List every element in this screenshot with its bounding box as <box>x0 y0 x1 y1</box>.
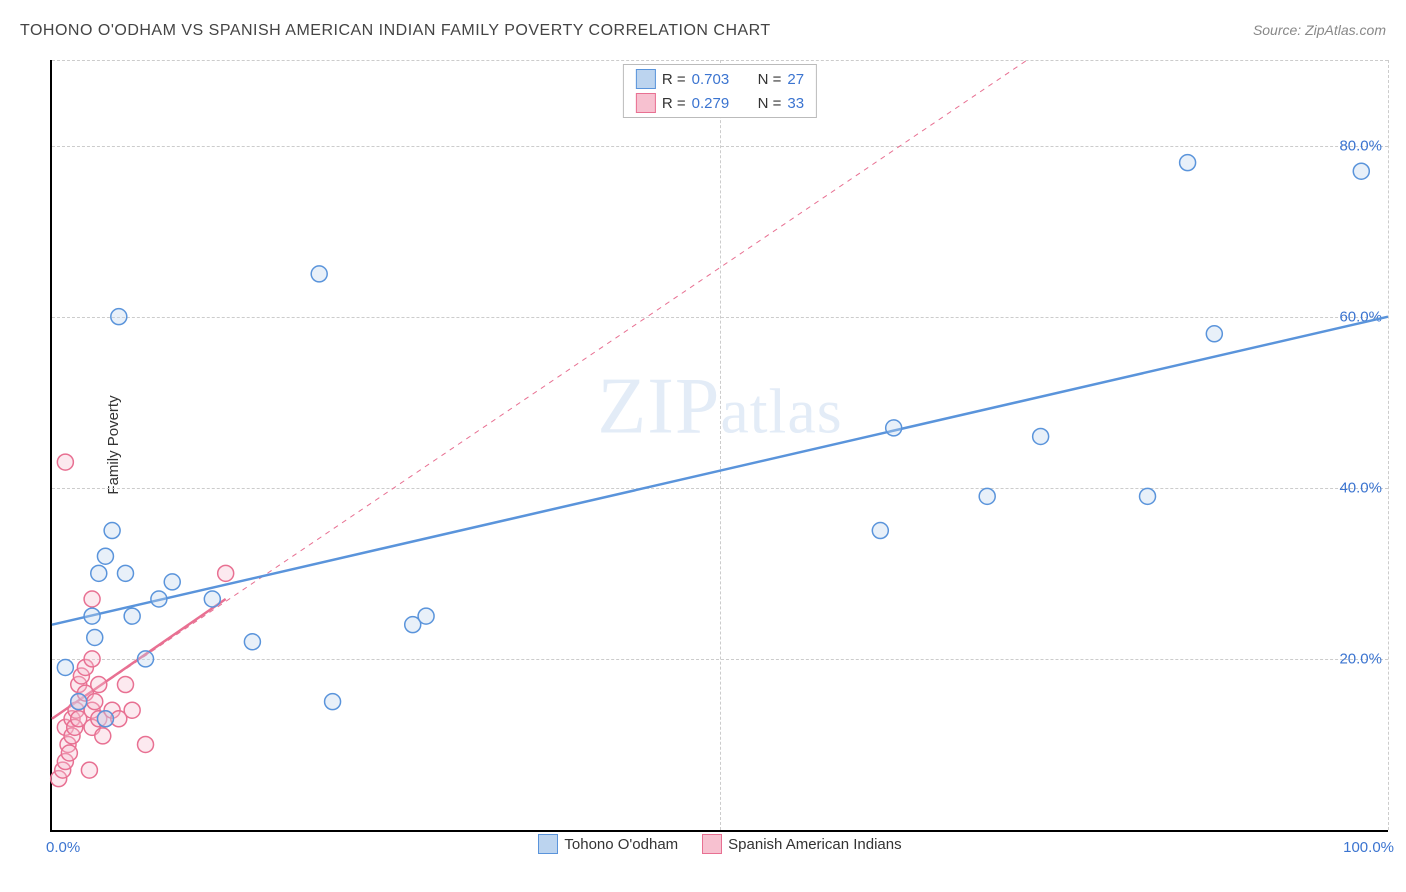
data-point <box>91 565 107 581</box>
series-legend: Tohono O'odham Spanish American Indians <box>52 834 1388 858</box>
data-point <box>95 728 111 744</box>
data-point <box>124 608 140 624</box>
legend-series-name: Spanish American Indians <box>728 836 901 853</box>
source-name: ZipAtlas.com <box>1305 22 1386 38</box>
legend-r-label: R = <box>662 95 686 112</box>
data-point <box>1033 428 1049 444</box>
data-point <box>117 677 133 693</box>
source-attribution: Source: ZipAtlas.com <box>1253 22 1386 38</box>
data-point <box>124 702 140 718</box>
data-point <box>325 694 341 710</box>
data-point <box>81 762 97 778</box>
data-point <box>91 677 107 693</box>
data-point <box>164 574 180 590</box>
legend-n-value: 33 <box>787 95 804 112</box>
gridline-v <box>1388 60 1389 830</box>
legend-r-value: 0.279 <box>692 95 744 112</box>
data-point <box>97 548 113 564</box>
data-point <box>872 523 888 539</box>
data-point <box>311 266 327 282</box>
legend-item: Tohono O'odham <box>538 834 678 854</box>
legend-row: R = 0.279 N = 33 <box>624 91 816 115</box>
trendline-extrapolated <box>52 60 1027 719</box>
legend-series-name: Tohono O'odham <box>564 836 678 853</box>
data-point <box>84 591 100 607</box>
data-point <box>84 608 100 624</box>
legend-swatch <box>538 834 558 854</box>
data-point <box>218 565 234 581</box>
source-prefix: Source: <box>1253 22 1305 38</box>
data-point <box>111 309 127 325</box>
legend-n-label: N = <box>758 71 782 88</box>
data-point <box>61 745 77 761</box>
data-point <box>244 634 260 650</box>
data-point <box>1180 155 1196 171</box>
data-point <box>87 694 103 710</box>
data-point <box>979 488 995 504</box>
data-point <box>204 591 220 607</box>
legend-r-value: 0.703 <box>692 71 744 88</box>
data-point <box>117 565 133 581</box>
data-point <box>151 591 167 607</box>
trendline <box>52 317 1388 625</box>
data-point <box>84 651 100 667</box>
chart-svg-layer <box>52 60 1388 830</box>
legend-row: R = 0.703 N = 27 <box>624 67 816 91</box>
legend-swatch <box>702 834 722 854</box>
legend-swatch <box>636 93 656 113</box>
data-point <box>57 659 73 675</box>
data-point <box>87 630 103 646</box>
legend-n-label: N = <box>758 95 782 112</box>
data-point <box>71 694 87 710</box>
data-point <box>1353 163 1369 179</box>
data-point <box>1140 488 1156 504</box>
data-point <box>104 523 120 539</box>
data-point <box>57 454 73 470</box>
chart-title: TOHONO O'ODHAM VS SPANISH AMERICAN INDIA… <box>20 22 771 40</box>
data-point <box>97 711 113 727</box>
legend-n-value: 27 <box>787 71 804 88</box>
data-point <box>886 420 902 436</box>
legend-item: Spanish American Indians <box>702 834 901 854</box>
plot-area: Family Poverty ZIPatlas 20.0%40.0%60.0%8… <box>50 60 1388 832</box>
data-point <box>138 651 154 667</box>
legend-r-label: R = <box>662 71 686 88</box>
correlation-legend: R = 0.703 N = 27 R = 0.279 N = 33 <box>623 64 817 118</box>
data-point <box>138 736 154 752</box>
data-point <box>418 608 434 624</box>
data-point <box>1206 326 1222 342</box>
legend-swatch <box>636 69 656 89</box>
